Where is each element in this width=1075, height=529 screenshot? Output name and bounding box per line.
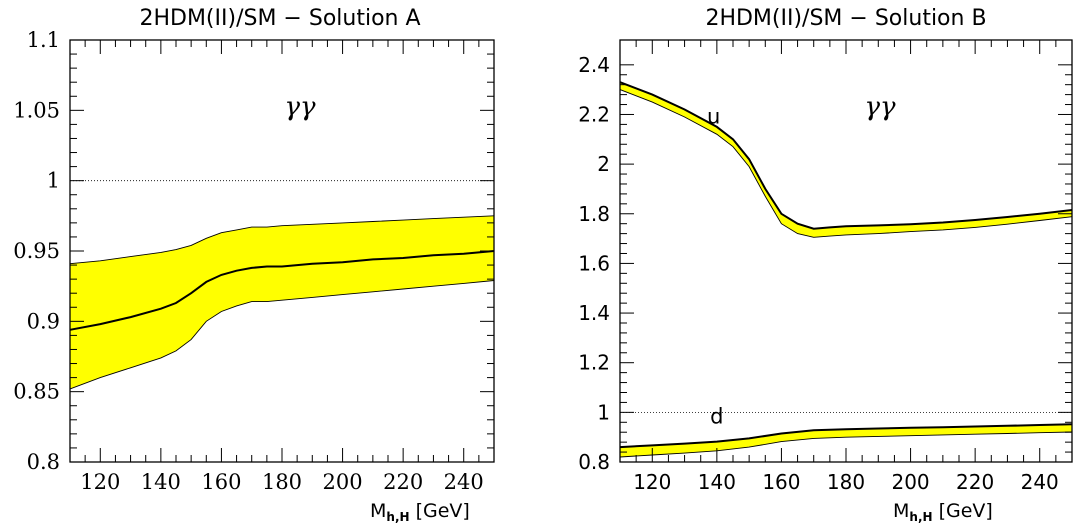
annotation-gamma-gamma-b: γγ <box>864 92 896 122</box>
y-tick-label: 1.2 <box>578 351 610 375</box>
band-upper-edge-d <box>619 423 1073 449</box>
series-label-d: d <box>710 405 723 429</box>
y-tick-label: 2.4 <box>578 53 610 77</box>
x-axis-label-b: Mh,H [GeV] <box>893 500 993 524</box>
y-tick-label: 2 <box>597 152 610 176</box>
x-axis-label-b-unit: [GeV] <box>939 500 993 522</box>
x-tick-label: 160 <box>762 470 800 494</box>
y-tick-label: 0.8 <box>27 450 60 474</box>
x-axis-label-a-unit: [GeV] <box>416 500 470 522</box>
y-tick-label: 1 <box>597 400 610 424</box>
plot-frame-b <box>619 39 1073 463</box>
y-tick-label: 2.2 <box>578 102 610 126</box>
band-lower-edge-u <box>619 89 1073 238</box>
panel-solution-a: 2HDM(II)/SM − Solution A 120 140 160 180 200… <box>13 6 495 524</box>
y-tick-label: 1 <box>47 169 60 193</box>
band-upper-edge-u <box>619 81 1073 230</box>
plot-frame-a <box>69 39 495 463</box>
ticks-b: 120 140 160 180 200 220 240 0.8 1 1.2 1.4 1.6 1.8 2 2.… <box>578 40 1073 494</box>
y-tick-label: 1.05 <box>13 98 60 122</box>
band-area-u <box>620 82 1072 238</box>
x-axis-label-a-sub: h,H <box>386 510 409 524</box>
central-line-a <box>69 250 495 331</box>
x-tick-label: 180 <box>262 470 302 494</box>
band-upper-edge-a <box>69 215 495 265</box>
y-tick-label: 0.9 <box>27 309 60 333</box>
y-tick-label: 1.1 <box>27 28 60 52</box>
x-tick-label: 120 <box>80 470 120 494</box>
band-lower-edge-d <box>619 431 1073 458</box>
y-tick-label: 1.4 <box>578 301 610 325</box>
y-tick-label: 1.6 <box>578 251 610 275</box>
y-tick-label: 0.8 <box>578 450 610 474</box>
lines-b <box>619 81 1073 458</box>
uncertainty-bands-b <box>620 82 1072 457</box>
panel-solution-b: 2HDM(II)/SM − Solution B 120 140 160 180 200… <box>578 6 1073 524</box>
x-tick-label: 120 <box>633 470 671 494</box>
band-lower-edge-a <box>69 280 495 390</box>
x-tick-label: 160 <box>201 470 241 494</box>
x-tick-label: 220 <box>383 470 423 494</box>
chart-title-a: 2HDM(II)/SM − Solution A <box>139 6 420 31</box>
ticks-a: 120 140 160 180 200 220 240 0.8 0.85 0.9 0.95 1 1.05… <box>13 28 495 494</box>
annotation-gamma-gamma-a: γγ <box>284 92 316 122</box>
x-tick-label: 180 <box>827 470 865 494</box>
y-tick-label: 0.95 <box>13 239 60 263</box>
x-tick-label: 240 <box>1021 470 1059 494</box>
x-tick-label: 140 <box>141 470 181 494</box>
uncertainty-band-a <box>70 215 494 389</box>
y-tick-label: 0.85 <box>13 380 60 404</box>
x-tick-label: 140 <box>698 470 736 494</box>
x-tick-label: 220 <box>956 470 994 494</box>
lines-a <box>69 180 495 390</box>
x-axis-label-b-sub: h,H <box>909 510 932 524</box>
x-tick-label: 200 <box>891 470 929 494</box>
chart-title-b: 2HDM(II)/SM − Solution B <box>705 6 986 31</box>
x-tick-label: 240 <box>444 470 484 494</box>
x-axis-label-a-m: M <box>370 500 386 522</box>
x-axis-label-a: Mh,H [GeV] <box>370 500 470 524</box>
band-area-a <box>70 215 494 389</box>
series-label-u: u <box>707 104 720 128</box>
y-tick-label: 1.8 <box>578 202 610 226</box>
x-tick-label: 200 <box>323 470 363 494</box>
x-axis-label-b-m: M <box>893 500 909 522</box>
